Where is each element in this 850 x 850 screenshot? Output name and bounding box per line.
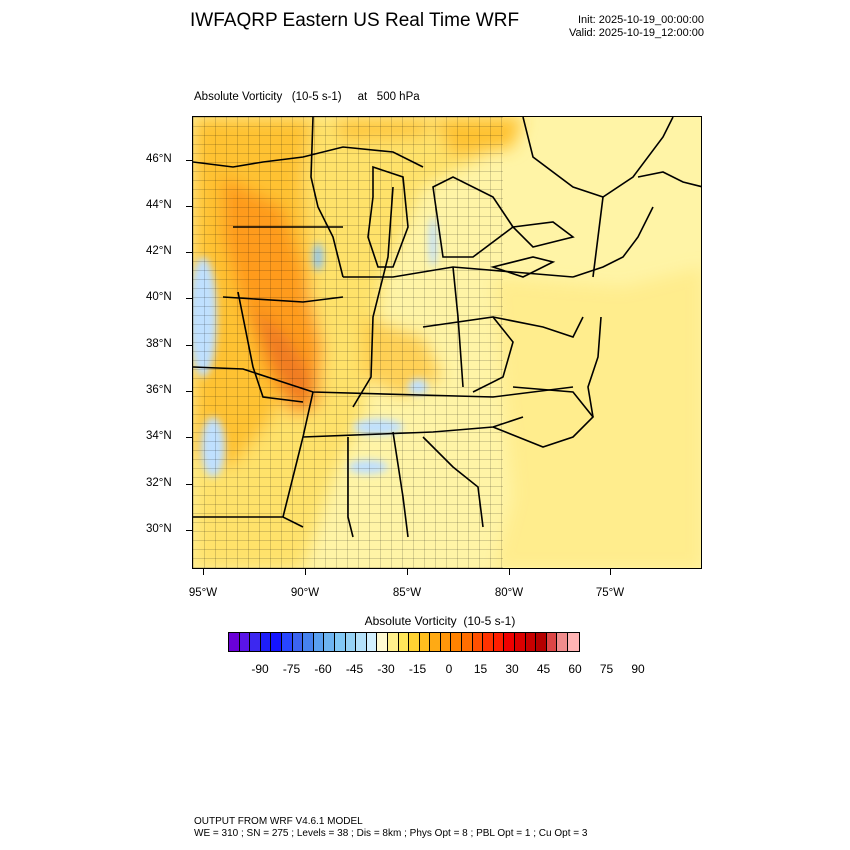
footer-line-1: OUTPUT FROM WRF V4.6.1 MODEL — [194, 816, 363, 827]
lon-tick — [509, 569, 510, 575]
colorbar-label: 90 — [631, 662, 645, 676]
colorbar-swatch — [409, 633, 420, 651]
colorbar-swatch — [536, 633, 547, 651]
colorbar-swatch — [239, 633, 251, 651]
colorbar-swatch — [462, 633, 473, 651]
field-title: Absolute Vorticity (10-5 s-1) at 500 hPa — [194, 91, 420, 103]
lat-tick — [186, 252, 192, 253]
vorticity-map — [192, 116, 702, 569]
time-info: Init: 2025-10-19_00:00:00 Valid: 2025-10… — [569, 14, 704, 40]
lat-label: 32°N — [146, 477, 172, 489]
lon-label: 80°W — [494, 587, 524, 599]
colorbar-label: 0 — [445, 662, 453, 676]
valid-time: Valid: 2025-10-19_12:00:00 — [569, 27, 704, 39]
colorbar-label: -60 — [314, 662, 332, 676]
colorbar-swatch — [260, 633, 272, 651]
colorbar-swatch — [568, 633, 579, 651]
plot-title: IWFAQRP Eastern US Real Time WRF — [190, 10, 520, 31]
lat-label: 36°N — [146, 384, 172, 396]
colorbar-swatch — [345, 633, 357, 651]
colorbar-title: Absolute Vorticity (10-5 s-1) — [364, 614, 516, 628]
colorbar-swatch — [303, 633, 314, 651]
lat-label: 34°N — [146, 430, 172, 442]
colorbar-swatch — [356, 633, 367, 651]
lat-tick — [186, 437, 192, 438]
lon-label: 95°W — [188, 587, 218, 599]
colorbar-swatch — [313, 633, 325, 651]
lon-tick — [610, 569, 611, 575]
colorbar-swatch — [334, 633, 346, 651]
colorbar-swatch — [271, 633, 282, 651]
colorbar-label: 75 — [599, 662, 614, 676]
state-boundaries — [193, 117, 701, 538]
lon-label: 85°W — [392, 587, 422, 599]
lat-label: 38°N — [146, 338, 172, 350]
lat-tick — [186, 298, 192, 299]
colorbar-label: 45 — [536, 662, 551, 676]
colorbar-swatch — [472, 633, 484, 651]
colorbar-swatch — [440, 633, 452, 651]
model-footer: OUTPUT FROM WRF V4.6.1 MODEL WE = 310 ; … — [194, 816, 587, 840]
colorbar-swatch — [250, 633, 261, 651]
lat-label: 42°N — [146, 245, 172, 257]
colorbar-swatch — [451, 633, 463, 651]
colorbar-swatch — [493, 633, 505, 651]
lat-label: 40°N — [146, 291, 172, 303]
lat-tick — [186, 530, 192, 531]
lon-label: 90°W — [290, 587, 320, 599]
init-time: Init: 2025-10-19_00:00:00 — [578, 14, 704, 26]
lon-tick — [203, 569, 204, 575]
lat-label: 44°N — [146, 199, 172, 211]
lat-tick — [186, 206, 192, 207]
footer-line-2: WE = 310 ; SN = 275 ; Levels = 38 ; Dis … — [194, 828, 588, 839]
lat-label: 30°N — [146, 523, 172, 535]
colorbar-swatch — [324, 633, 335, 651]
colorbar-label: 30 — [505, 662, 519, 676]
colorbar-swatch — [377, 633, 388, 651]
colorbar-swatch — [366, 633, 378, 651]
colorbar-swatch — [398, 633, 410, 651]
colorbar-swatch — [387, 633, 399, 651]
lon-label: 75°W — [595, 587, 625, 599]
colorbar-label: 15 — [473, 662, 488, 676]
lat-tick — [186, 160, 192, 161]
colorbar-label: 60 — [568, 662, 582, 676]
colorbar — [228, 632, 580, 652]
lat-tick — [186, 484, 192, 485]
colorbar-swatch — [483, 633, 494, 651]
colorbar-label: -30 — [377, 662, 395, 676]
lat-tick — [186, 391, 192, 392]
lon-tick — [305, 569, 306, 575]
colorbar-label: -15 — [408, 662, 427, 676]
colorbar-swatch — [515, 633, 526, 651]
colorbar-swatch — [292, 633, 304, 651]
colorbar-swatch — [525, 633, 537, 651]
lat-label: 46°N — [146, 153, 172, 165]
lat-tick — [186, 345, 192, 346]
lon-tick — [407, 569, 408, 575]
colorbar-label: -75 — [282, 662, 301, 676]
colorbar-swatch — [229, 633, 240, 651]
colorbar-swatch — [430, 633, 441, 651]
colorbar-label: -90 — [251, 662, 269, 676]
colorbar-swatch — [281, 633, 293, 651]
colorbar-swatch — [557, 633, 568, 651]
colorbar-label: -45 — [345, 662, 364, 676]
map-canvas — [193, 117, 701, 568]
colorbar-swatch — [419, 633, 431, 651]
colorbar-swatch — [504, 633, 516, 651]
colorbar-swatch — [546, 633, 558, 651]
